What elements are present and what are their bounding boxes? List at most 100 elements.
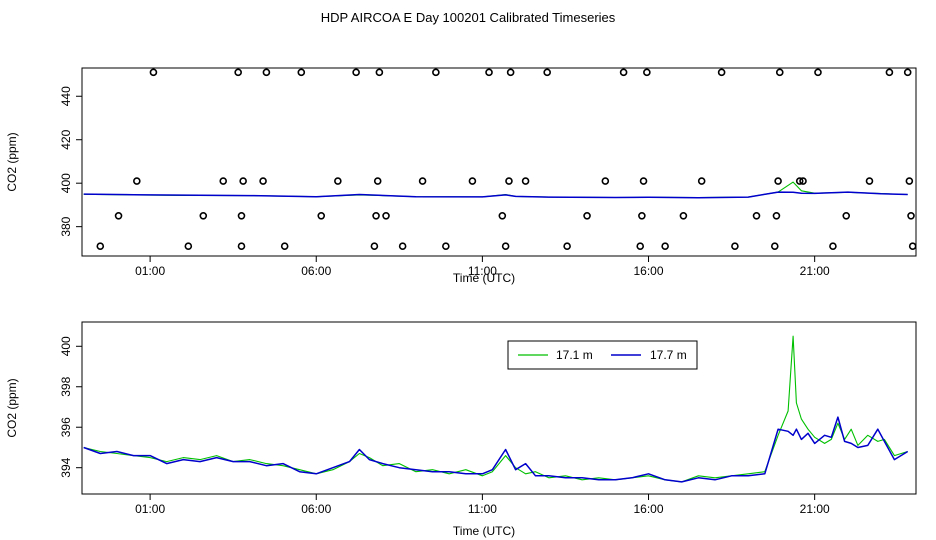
bottom-series-17-7-m-line (84, 417, 908, 482)
bottom-y-axis-label: CO2 (ppm) (5, 378, 19, 437)
marker-point (375, 178, 381, 184)
marker-point (220, 178, 226, 184)
marker-point (506, 178, 512, 184)
marker-point (263, 69, 269, 75)
marker-point (420, 178, 426, 184)
marker-point (544, 69, 550, 75)
marker-point (373, 213, 379, 219)
bottom-series-layer (84, 336, 908, 482)
marker-point (235, 69, 241, 75)
figure-title: HDP AIRCOA E Day 100201 Calibrated Times… (321, 10, 616, 25)
marker-point (584, 213, 590, 219)
marker-point (469, 178, 475, 184)
bottom-x-tick-label: 21:00 (800, 502, 830, 516)
bottom-x-axis-label: Time (UTC) (453, 524, 515, 538)
marker-point (777, 69, 783, 75)
marker-point (400, 243, 406, 249)
marker-point (866, 178, 872, 184)
marker-point (503, 243, 509, 249)
marker-point (906, 178, 912, 184)
marker-point (639, 213, 645, 219)
top-x-axis-label: Time (UTC) (453, 271, 515, 285)
bottom-y-tick-label: 394 (59, 457, 73, 477)
top-y-axis-label: CO2 (ppm) (5, 132, 19, 191)
bottom-y-axis: 394 396 398 400 (59, 336, 82, 478)
marker-point (185, 243, 191, 249)
marker-point (443, 243, 449, 249)
marker-point (905, 69, 911, 75)
marker-point (830, 243, 836, 249)
legend-label-17-1m: 17.1 m (556, 348, 593, 362)
top-plot-frame (82, 68, 916, 256)
marker-point (523, 178, 529, 184)
top-series-layer (84, 182, 908, 198)
top-y-tick-label: 440 (59, 86, 73, 106)
marker-point (732, 243, 738, 249)
marker-point (662, 243, 668, 249)
bottom-x-tick-label: 16:00 (634, 502, 664, 516)
top-x-tick-label: 16:00 (634, 264, 664, 278)
marker-point (238, 243, 244, 249)
marker-point (260, 178, 266, 184)
marker-point (486, 69, 492, 75)
marker-point (200, 213, 206, 219)
top-x-tick-label: 06:00 (301, 264, 331, 278)
marker-point (499, 213, 505, 219)
marker-point (508, 69, 514, 75)
marker-point (335, 178, 341, 184)
bottom-plot-frame (82, 322, 916, 494)
bottom-panel: 01:00 06:00 11:00 16:00 21:00 394 396 398 400 T… (5, 322, 916, 538)
top-x-tick-label: 21:00 (800, 264, 830, 278)
marker-point (602, 178, 608, 184)
top-panel: 01:00 06:00 11:00 16:00 21:00 380 400 420 440 T… (5, 68, 916, 285)
marker-point (383, 213, 389, 219)
marker-point (815, 69, 821, 75)
marker-point (134, 178, 140, 184)
marker-point (116, 213, 122, 219)
bottom-x-tick-label: 06:00 (301, 502, 331, 516)
marker-point (772, 243, 778, 249)
top-x-tick-label: 01:00 (135, 264, 165, 278)
marker-point (282, 243, 288, 249)
top-y-axis: 380 400 420 440 (59, 86, 82, 237)
top-series-17-7-m-line (84, 192, 908, 198)
marker-point (886, 69, 892, 75)
marker-point (433, 69, 439, 75)
marker-point (564, 243, 570, 249)
marker-point (238, 213, 244, 219)
bottom-x-axis: 01:00 06:00 11:00 16:00 21:00 (135, 494, 830, 516)
marker-point (843, 213, 849, 219)
marker-point (910, 243, 916, 249)
marker-point (97, 243, 103, 249)
marker-point (637, 243, 643, 249)
legend-label-17-7m: 17.7 m (650, 348, 687, 362)
bottom-x-tick-label: 01:00 (135, 502, 165, 516)
marker-point (371, 243, 377, 249)
marker-point (240, 178, 246, 184)
legend: 17.1 m 17.7 m (508, 341, 697, 369)
marker-point (641, 178, 647, 184)
marker-point (353, 69, 359, 75)
marker-point (680, 213, 686, 219)
marker-point (775, 178, 781, 184)
top-y-tick-label: 380 (59, 216, 73, 236)
marker-point (621, 69, 627, 75)
marker-point (298, 69, 304, 75)
marker-point (719, 69, 725, 75)
marker-point (318, 213, 324, 219)
top-y-tick-label: 400 (59, 173, 73, 193)
marker-point (376, 69, 382, 75)
top-y-tick-label: 420 (59, 129, 73, 149)
marker-point (908, 213, 914, 219)
marker-point (150, 69, 156, 75)
marker-point (644, 69, 650, 75)
bottom-y-tick-label: 400 (59, 336, 73, 356)
marker-point (754, 213, 760, 219)
top-marker-layer (97, 69, 915, 249)
bottom-y-tick-label: 396 (59, 417, 73, 437)
bottom-y-tick-label: 398 (59, 376, 73, 396)
marker-point (699, 178, 705, 184)
bottom-x-tick-label: 11:00 (468, 502, 497, 516)
marker-point (773, 213, 779, 219)
